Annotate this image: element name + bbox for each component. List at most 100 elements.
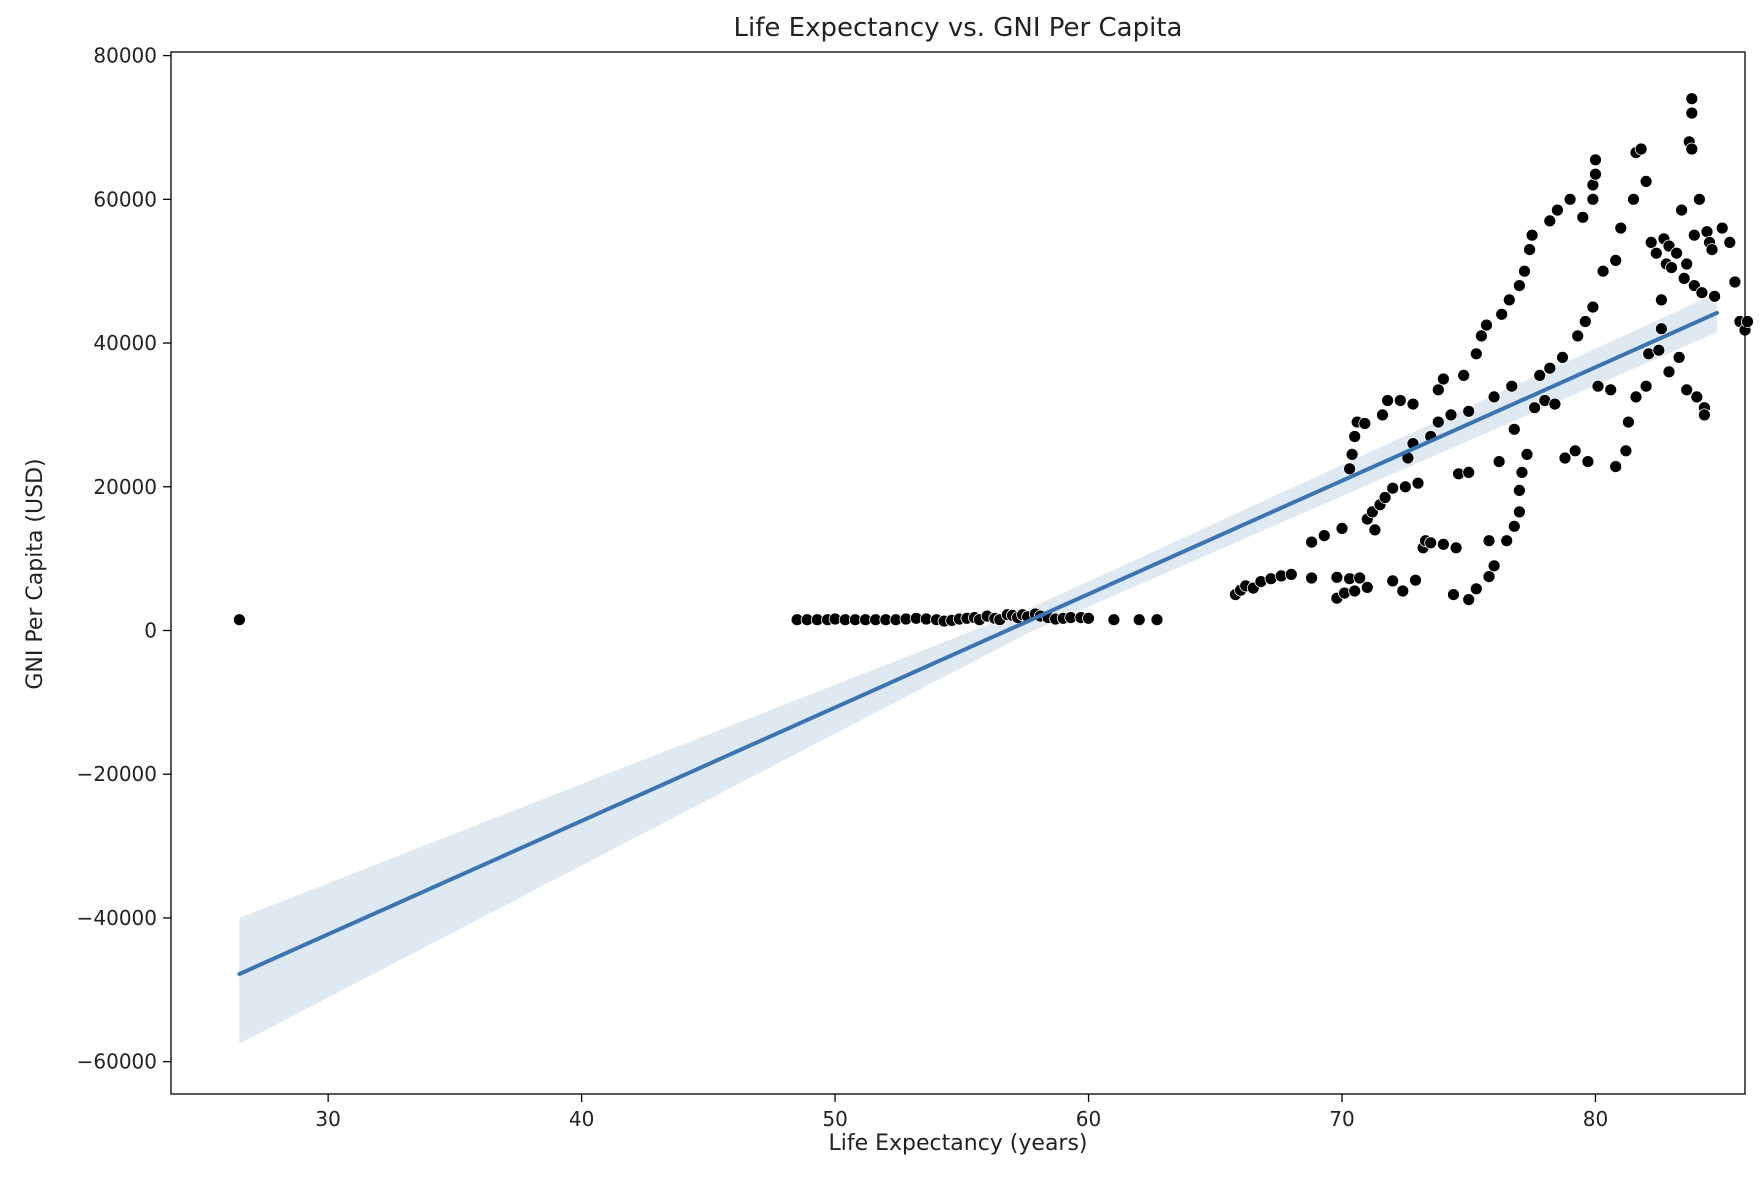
data-point (1502, 293, 1516, 307)
y-tick-label: −60000 (77, 1050, 157, 1074)
data-point (1665, 261, 1678, 275)
data-point (1586, 192, 1600, 206)
data-point (1437, 372, 1450, 386)
data-point (1358, 417, 1372, 430)
data-point (1469, 582, 1483, 596)
data-point (1431, 415, 1445, 429)
data-point (1639, 174, 1653, 188)
data-point (1132, 613, 1146, 627)
x-tick-label: 70 (1329, 1107, 1354, 1131)
plot-area (232, 92, 1754, 1044)
data-point (1670, 246, 1683, 260)
data-point (1284, 568, 1298, 581)
data-point (1518, 264, 1531, 278)
x-axis-label: Life Expectancy (years) (828, 1131, 1087, 1156)
data-point (1475, 329, 1488, 343)
data-point (1649, 246, 1663, 260)
data-point (1406, 397, 1420, 411)
data-point (1639, 379, 1653, 393)
data-point (1482, 570, 1496, 583)
data-point (1705, 243, 1719, 257)
data-point (1515, 465, 1529, 479)
data-point (1622, 415, 1635, 429)
y-tick-label: 0 (144, 618, 157, 642)
data-point (1500, 534, 1514, 548)
data-point (1685, 142, 1699, 156)
data-point (1655, 322, 1668, 336)
regression-line (237, 310, 1720, 976)
data-point (1449, 541, 1463, 555)
data-point (1589, 153, 1602, 167)
data-point (1533, 368, 1547, 382)
data-point (1487, 390, 1501, 404)
x-tick-label: 50 (822, 1107, 847, 1131)
data-point (1652, 343, 1666, 357)
data-point (1698, 408, 1711, 422)
data-point (1507, 422, 1521, 436)
data-point (1447, 588, 1460, 601)
y-tick-label: −20000 (77, 762, 157, 786)
data-point (1482, 534, 1496, 548)
data-point (1528, 401, 1541, 415)
data-point (1680, 257, 1694, 271)
axes: 30 40 50 60 70 80 −60000 −40000 −20000 0 20000 4000… (77, 44, 1746, 1131)
data-point (1619, 444, 1633, 458)
y-tick-label: 40000 (93, 331, 157, 355)
data-point (1523, 243, 1536, 257)
data-point (1687, 228, 1701, 242)
data-point (1353, 571, 1367, 585)
data-point (1444, 408, 1458, 422)
data-point (1507, 519, 1521, 533)
data-point (1644, 235, 1658, 249)
data-point (1386, 481, 1400, 495)
data-point (1627, 192, 1640, 206)
data-point (1568, 444, 1582, 458)
data-point (1581, 455, 1595, 469)
data-point (1543, 361, 1557, 375)
data-point (1700, 225, 1714, 239)
data-point (1609, 460, 1623, 474)
data-point (1462, 465, 1476, 479)
data-point (1495, 307, 1509, 321)
data-point (1381, 394, 1394, 407)
data-point (1150, 613, 1164, 627)
data-point (1576, 210, 1590, 224)
data-point (1437, 537, 1450, 551)
x-tick-label: 40 (569, 1107, 594, 1131)
data-point (1335, 522, 1349, 535)
y-tick-label: −40000 (77, 906, 157, 930)
data-point (1578, 315, 1592, 328)
data-point (1629, 390, 1643, 404)
data-point (1343, 462, 1356, 476)
data-point (1591, 379, 1605, 393)
data-point (1457, 368, 1471, 382)
data-point (1596, 264, 1610, 278)
data-point (1348, 584, 1362, 598)
data-point (1396, 584, 1410, 598)
data-point (1708, 289, 1721, 303)
data-point (1107, 613, 1121, 627)
chart-title: Life Expectancy vs. GNI Per Capita (734, 13, 1183, 43)
data-point (1723, 235, 1737, 249)
data-point (1543, 214, 1557, 228)
data-point (1399, 480, 1412, 494)
data-point (1741, 315, 1754, 328)
data-point (1563, 192, 1577, 206)
data-point (1348, 430, 1362, 443)
data-point (1082, 611, 1095, 625)
data-point (1685, 106, 1699, 120)
data-point (1556, 350, 1569, 364)
data-point (1305, 535, 1318, 549)
y-tick-label: 80000 (93, 44, 157, 68)
data-point (1614, 221, 1628, 235)
data-point (232, 613, 246, 627)
data-point (1409, 573, 1422, 587)
data-point (1558, 451, 1572, 465)
data-point (1505, 379, 1519, 393)
confidence-band (239, 292, 1718, 1044)
data-point (1589, 167, 1602, 181)
data-point (1551, 203, 1564, 217)
data-point (1677, 271, 1691, 285)
data-point (1634, 142, 1648, 156)
